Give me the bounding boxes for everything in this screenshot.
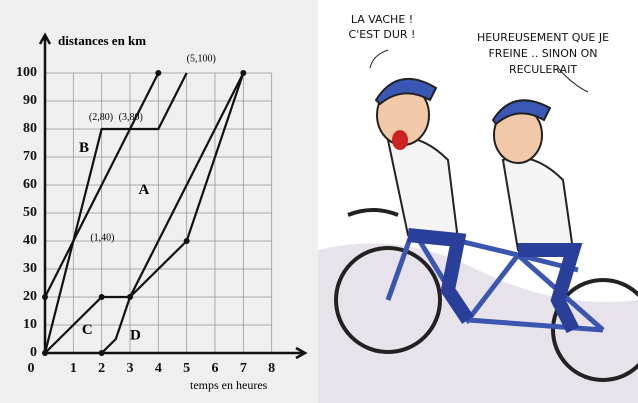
y-axis [40, 35, 50, 353]
series-label: C [82, 322, 93, 338]
vertex-dot [184, 238, 190, 244]
y-tick-label: 60 [23, 177, 37, 192]
x-tick-label: 7 [240, 361, 247, 376]
y-tick-label: 80 [23, 121, 37, 136]
point-annotation: (5,100) [187, 53, 216, 64]
y-tick-label: 50 [23, 205, 37, 220]
x-tick-label: 3 [127, 361, 134, 376]
speech-text: C'EST DUR ! [349, 28, 416, 41]
y-tick-label: 20 [23, 289, 37, 304]
x-axis-label: temps en heures [190, 378, 268, 392]
series-label: B [79, 140, 89, 156]
speech-text: LA VACHE ! [351, 13, 413, 26]
x-axis [45, 348, 305, 358]
x-tick-label: 5 [183, 361, 190, 376]
cartoon: LA VACHE ! C'EST DUR ! HEUREUSEMENT QUE JE… [318, 0, 638, 403]
x-tick-label: 2 [98, 361, 105, 376]
y-tick-label: 70 [23, 149, 37, 164]
vertex-dot [127, 294, 133, 300]
speech-text: FREINE .. SINON ON [488, 47, 597, 60]
x-tick-label: 4 [155, 361, 162, 376]
page: distances en km temps en heures 01020304… [0, 0, 638, 403]
x-tick-label: 0 [28, 361, 35, 376]
speech-text: RECULERAIT [509, 63, 577, 76]
vertex-dot [42, 350, 48, 356]
x-tick-label: 8 [268, 361, 275, 376]
x-tick-label: 1 [70, 361, 77, 376]
series-label: A [139, 182, 150, 198]
vertex-dot [99, 294, 105, 300]
y-tick-label: 0 [30, 345, 37, 360]
vertex-dot [99, 350, 105, 356]
point-annotation: (2,80) [89, 112, 113, 123]
speech-text: HEUREUSEMENT QUE JE [477, 31, 609, 44]
y-tick-label: 40 [23, 233, 37, 248]
point-annotation: (1,40) [90, 232, 114, 243]
vertex-dot [42, 294, 48, 300]
y-tick-label: 10 [23, 317, 37, 332]
point-annotation: (3,80) [119, 112, 143, 123]
y-tick-label: 90 [23, 93, 37, 108]
vertex-dot [240, 70, 246, 76]
rider-front-mouth [392, 130, 408, 150]
y-axis-label: distances en km [58, 33, 146, 48]
y-tick-label: 100 [16, 65, 37, 80]
y-tick-label: 30 [23, 261, 37, 276]
chart: distances en km temps en heures 01020304… [0, 0, 318, 403]
x-tick-label: 6 [212, 361, 219, 376]
vertex-dot [155, 70, 161, 76]
series-label: D [130, 328, 141, 344]
